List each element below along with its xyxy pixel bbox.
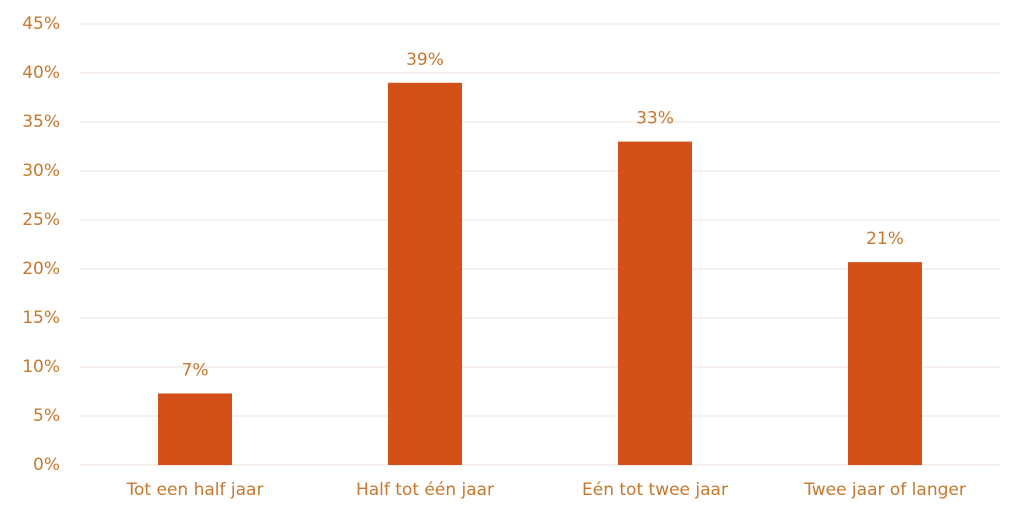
y-tick-label: 25% [22, 210, 60, 230]
y-tick-label: 15% [22, 308, 60, 328]
y-tick-label: 45% [22, 14, 60, 34]
y-tick-label: 10% [22, 357, 60, 377]
y-tick-label: 35% [22, 112, 60, 132]
x-tick-label: Eén tot twee jaar [582, 480, 728, 500]
x-tick-label: Tot een half jaar [126, 480, 264, 500]
bar [158, 393, 232, 465]
x-tick-label: Half tot één jaar [356, 480, 494, 500]
data-label: 21% [866, 229, 904, 249]
data-label: 7% [182, 360, 209, 380]
data-label: 33% [636, 109, 674, 129]
y-tick-label: 0% [33, 455, 60, 475]
bar [618, 141, 692, 465]
y-tick-label: 30% [22, 161, 60, 181]
y-tick-label: 5% [33, 406, 60, 426]
x-tick-label: Twee jaar of langer [803, 480, 966, 500]
bar [848, 262, 922, 465]
bar [388, 82, 462, 466]
y-tick-label: 40% [22, 63, 60, 83]
data-label: 39% [406, 50, 444, 70]
y-tick-label: 20% [22, 259, 60, 279]
